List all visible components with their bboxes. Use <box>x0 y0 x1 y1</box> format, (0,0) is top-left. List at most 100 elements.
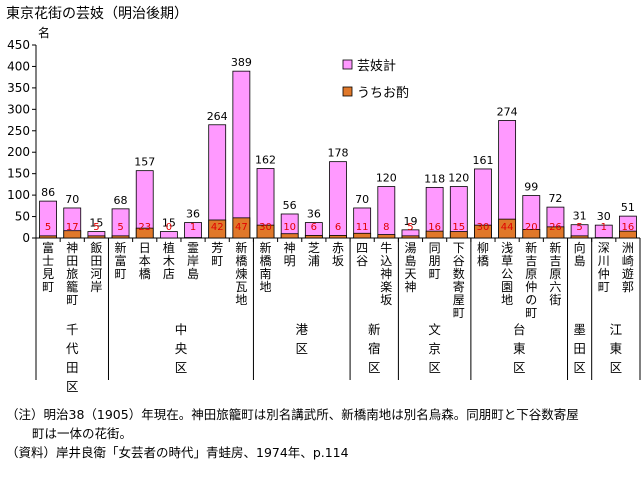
category-label: 飯田河岸 <box>90 240 102 294</box>
data-label-total: 31 <box>573 210 587 223</box>
category-label: 下谷数寄屋町 <box>453 241 465 320</box>
data-label-total: 30 <box>597 210 611 223</box>
category-label: 新橋南地 <box>260 240 272 294</box>
note-line-3: （資料）岸井良衛「女芸者の時代」青蛙房、1974年、p.114 <box>6 445 349 460</box>
bar-oshaku <box>546 226 565 239</box>
bar-oshaku <box>377 234 396 239</box>
data-label-oshaku: 16 <box>622 222 635 233</box>
data-label-oshaku: 16 <box>428 222 441 233</box>
y-tick-label: 300 <box>7 102 30 116</box>
data-label-oshaku: 8 <box>383 222 389 233</box>
data-label-oshaku: 42 <box>211 222 224 233</box>
y-tick-label: 100 <box>7 188 30 202</box>
bar-oshaku <box>135 227 154 239</box>
data-label-total: 15 <box>162 217 176 230</box>
category-label: 芝浦 <box>308 240 320 268</box>
data-label-total: 120 <box>448 172 469 185</box>
data-label-total: 72 <box>548 192 562 205</box>
bar-oshaku <box>232 217 251 239</box>
bar-oshaku <box>304 235 323 239</box>
category-label: 富士見町 <box>42 240 54 294</box>
category-label: 四谷 <box>356 241 368 268</box>
category-label: 植木店 <box>163 240 175 281</box>
bar-total <box>232 70 251 239</box>
data-label-total: 36 <box>307 208 321 221</box>
group-label: 千代田区 <box>66 322 79 394</box>
y-tick-label: 50 <box>15 210 30 224</box>
data-label-oshaku: 30 <box>259 222 272 233</box>
data-label-oshaku: 5 <box>576 222 582 233</box>
category-label: 深川仲町 <box>598 241 610 294</box>
legend-swatch <box>342 86 353 97</box>
y-tick-label: 450 <box>7 38 30 52</box>
data-label-oshaku: 6 <box>311 222 317 233</box>
data-label-total: 161 <box>472 154 493 167</box>
data-label-oshaku: 47 <box>235 222 248 233</box>
data-label-total: 68 <box>114 194 128 207</box>
bar-oshaku <box>474 224 492 239</box>
bar-oshaku <box>39 235 57 239</box>
category-label: 新吉原六街 <box>549 240 561 307</box>
category-label: 神明 <box>284 241 296 268</box>
bar-oshaku <box>619 230 637 239</box>
chart-title: 東京花街の芸妓（明治後期） <box>6 6 188 22</box>
category-label: 日本橋 <box>139 241 151 281</box>
group-label: 新宿区 <box>368 322 381 375</box>
data-label-total: 86 <box>41 186 55 199</box>
group-label: 江東区 <box>610 322 623 375</box>
data-label-total: 15 <box>89 217 103 230</box>
y-tick-label: 250 <box>7 124 30 138</box>
category-label: 浅草公園地 <box>501 241 513 307</box>
bar-oshaku <box>522 229 541 239</box>
data-label-total: 70 <box>355 193 369 206</box>
data-label-oshaku: 0 <box>166 222 172 233</box>
data-label-total: 118 <box>424 172 445 185</box>
notes: （注）明治38（1905）年現在。神田旅籠町は別名講武所、新橋南地は別名烏森。同… <box>6 405 579 462</box>
data-label-oshaku: 44 <box>501 222 514 233</box>
category-label: 牛込神楽坂 <box>380 240 392 307</box>
data-label-total: 56 <box>283 199 297 212</box>
data-label-oshaku: 5 <box>93 222 99 233</box>
bar-oshaku <box>63 230 82 239</box>
data-label-oshaku: 5 <box>117 222 123 233</box>
bar-oshaku <box>449 231 468 239</box>
data-label-oshaku: 15 <box>452 222 465 233</box>
data-label-oshaku: 11 <box>356 222 369 233</box>
data-label-total: 99 <box>524 181 538 194</box>
category-label: 赤坂 <box>332 241 344 268</box>
category-label: 洲崎遊郭 <box>622 241 634 294</box>
data-label-total: 162 <box>255 154 276 167</box>
data-label-oshaku: 5 <box>45 222 51 233</box>
y-tick-label: 350 <box>7 81 30 95</box>
bar-oshaku <box>87 235 106 239</box>
data-label-total: 70 <box>65 193 79 206</box>
y-tick-label: 0 <box>22 231 30 245</box>
note-line-1: （注）明治38（1905）年現在。神田旅籠町は別名講武所、新橋南地は別名烏森。同… <box>6 407 579 422</box>
data-label-oshaku: 1 <box>601 222 607 233</box>
legend-label: うちお酌 <box>357 86 409 101</box>
bar-oshaku <box>256 224 275 239</box>
bar-oshaku <box>208 219 227 239</box>
data-label-oshaku: 1 <box>190 222 196 233</box>
bar-oshaku <box>401 235 420 239</box>
category-label: 芳町 <box>211 241 223 268</box>
category-label: 神田旅籠町 <box>66 241 78 307</box>
group-label: 台東区 <box>513 322 526 375</box>
y-tick-label: 150 <box>7 167 30 181</box>
data-label-oshaku: 30 <box>477 222 490 233</box>
category-label: 新吉原仲の町 <box>525 240 537 320</box>
bar-oshaku <box>498 218 517 239</box>
bar-oshaku <box>111 235 130 239</box>
group-label: 中央区 <box>175 322 188 375</box>
category-label: 向島 <box>574 240 586 268</box>
data-label-total: 178 <box>328 147 349 160</box>
bar-oshaku <box>425 230 444 239</box>
bar-total <box>159 231 178 239</box>
category-label: 新橋煉瓦地 <box>235 240 247 307</box>
legend-swatch <box>342 59 353 70</box>
category-label: 湯島天神 <box>404 241 416 294</box>
data-label-total: 157 <box>134 156 155 169</box>
data-label-total: 264 <box>207 110 228 123</box>
category-label: 新富町 <box>115 240 127 281</box>
y-axis-unit-label: 名 <box>38 25 50 40</box>
